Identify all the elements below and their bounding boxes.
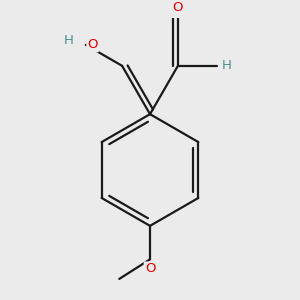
Text: O: O: [145, 262, 155, 275]
Text: O: O: [87, 38, 98, 51]
Text: H: H: [221, 59, 231, 72]
Text: H: H: [64, 34, 74, 47]
Text: O: O: [173, 1, 183, 14]
